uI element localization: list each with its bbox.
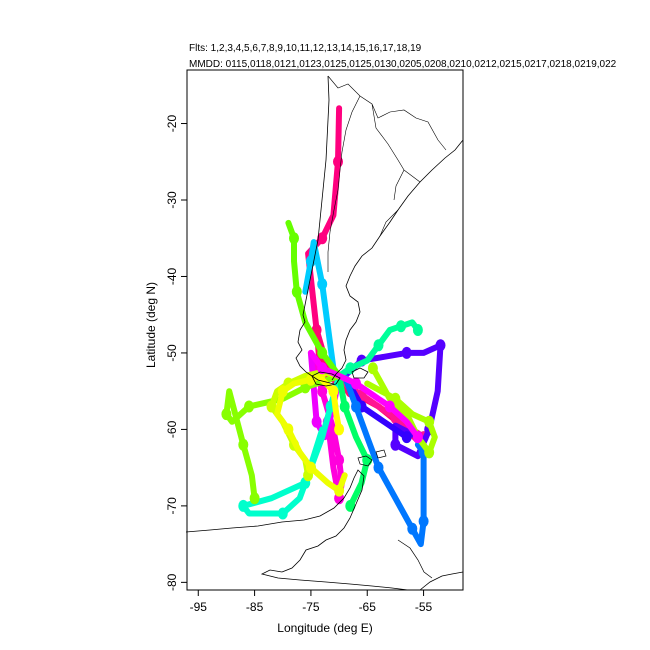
flight-point-f7 bbox=[401, 431, 412, 444]
flight-point-f9 bbox=[317, 278, 328, 291]
x-tick-label: -65 bbox=[359, 600, 377, 614]
coastline-antarctic-peninsula bbox=[185, 469, 464, 591]
flight-point-f6 bbox=[390, 438, 401, 451]
flight-point-f13 bbox=[289, 232, 299, 245]
flight-track-f4 bbox=[307, 349, 345, 502]
x-tick-label: -55 bbox=[415, 600, 433, 614]
flight-point-f18 bbox=[328, 385, 339, 398]
flight-point-f8 bbox=[351, 400, 361, 413]
flight-point-f12 bbox=[339, 400, 350, 413]
flight-point-f11 bbox=[412, 324, 423, 336]
flight-point-f11 bbox=[396, 320, 406, 333]
flight-point-f17 bbox=[305, 461, 316, 474]
coastline-tierra-del-fuego bbox=[311, 371, 341, 387]
flight-point-f15 bbox=[424, 446, 435, 459]
flight-point-f10 bbox=[238, 499, 249, 512]
flight-point-f12 bbox=[345, 499, 356, 512]
flight-point-f17 bbox=[334, 484, 345, 497]
flight-point-f10 bbox=[277, 507, 288, 520]
axes: -95 -85 -75 -65 -55 -20 -30 -40 -50 -60 -70 -80 bbox=[165, 115, 433, 614]
flight-point-f8 bbox=[418, 515, 429, 528]
flight-track-f15 bbox=[364, 365, 438, 456]
flight-track-f9 bbox=[302, 239, 337, 372]
flight-point-f14 bbox=[238, 438, 249, 451]
flight-point-f14 bbox=[221, 408, 232, 421]
flight-point-f4 bbox=[317, 385, 328, 398]
border-lines bbox=[327, 75, 447, 272]
flight-point-f12 bbox=[362, 454, 373, 466]
coastline-falklands bbox=[351, 367, 369, 379]
y-tick-label: -60 bbox=[165, 420, 179, 438]
flight-point-f11 bbox=[345, 362, 356, 375]
flight-track-f6 bbox=[341, 342, 444, 460]
x-axis-title: Longitude (deg E) bbox=[277, 621, 372, 635]
flight-point-f11 bbox=[373, 339, 384, 352]
y-tick-label: -50 bbox=[165, 344, 179, 362]
x-tick-label: -75 bbox=[302, 600, 320, 614]
flight-point-f5 bbox=[311, 415, 322, 428]
plot-frame bbox=[186, 69, 464, 591]
flight-point-f19 bbox=[412, 431, 423, 444]
flight-point-f15 bbox=[424, 415, 435, 428]
coastline-south-america-west bbox=[295, 75, 335, 385]
flight-point-f4 bbox=[334, 454, 345, 466]
y-tick-label: -80 bbox=[165, 573, 179, 591]
flight-point-f8 bbox=[373, 461, 384, 474]
flight-point-f13 bbox=[317, 346, 328, 359]
flight-point-f6 bbox=[401, 346, 412, 359]
flight-point-f19 bbox=[317, 362, 328, 375]
flight-point-f18 bbox=[334, 423, 345, 436]
x-tick-label: -85 bbox=[246, 600, 264, 614]
flight-point-f8 bbox=[407, 522, 418, 535]
flight-point-f15 bbox=[367, 362, 378, 375]
flight-point-f13 bbox=[291, 285, 302, 298]
flight-point-f14 bbox=[244, 400, 254, 413]
y-tick-label: -30 bbox=[165, 191, 179, 209]
flight-point-f19 bbox=[384, 400, 395, 413]
coastline-south-shetland bbox=[357, 449, 387, 467]
dates-header: MMDD: 0115,0118,0121,0123,0125,0125,0130… bbox=[189, 59, 617, 70]
y-tick-label: -70 bbox=[165, 497, 179, 515]
flight-point-f1 bbox=[317, 232, 328, 245]
flight-point-f6 bbox=[435, 339, 446, 352]
coastline-weddell bbox=[397, 539, 433, 579]
flight-tracks bbox=[221, 105, 446, 548]
flight-point-f17 bbox=[283, 423, 294, 436]
flights-header: Flts: 1,2,3,4,5,6,7,8,9,10,11,12,13,14,1… bbox=[189, 43, 422, 54]
flight-point-f14 bbox=[249, 492, 260, 505]
flight-point-f17 bbox=[277, 385, 288, 398]
coastlines bbox=[185, 75, 464, 591]
flight-point-f19 bbox=[351, 377, 361, 390]
x-tick-label: -95 bbox=[190, 600, 208, 614]
y-tick-label: -20 bbox=[165, 115, 179, 133]
y-tick-label: -40 bbox=[165, 267, 179, 285]
flight-point-f16 bbox=[266, 400, 277, 413]
y-axis-title: Latitude (deg N) bbox=[144, 282, 158, 368]
